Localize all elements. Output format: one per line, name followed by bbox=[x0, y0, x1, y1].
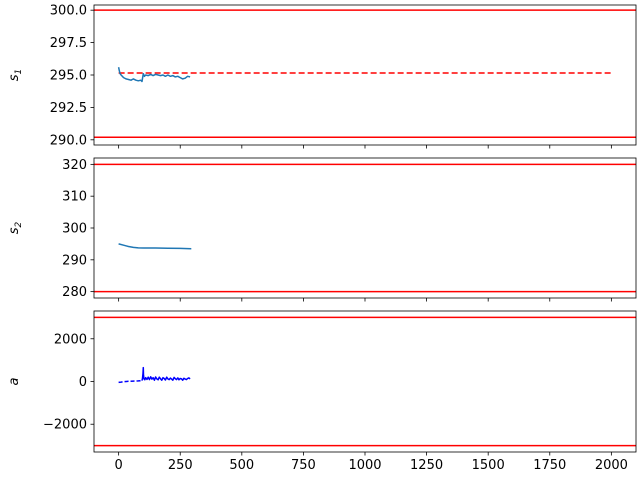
x-tick-label: 1250 bbox=[410, 458, 443, 473]
x-tick-label: 2000 bbox=[595, 458, 628, 473]
axes-frame bbox=[93, 157, 637, 299]
x-tick-label: 0 bbox=[114, 458, 122, 473]
x-tick-label: 1000 bbox=[348, 458, 381, 473]
x-tick-label: 1750 bbox=[533, 458, 566, 473]
y-axis-label: s1 bbox=[7, 69, 24, 82]
panel-s1: 290.0 292.5 295.0 297.5 300.0 s1 bbox=[7, 4, 637, 149]
x-tick-label: 750 bbox=[291, 458, 316, 473]
panel-a: −2000 0 2000 0 250 500 750 1000 1250 1500 1750 2000… bbox=[7, 310, 637, 473]
y-axis-label: s2 bbox=[7, 221, 24, 234]
y-tick-label: 280 bbox=[62, 285, 87, 300]
y-axis-label: a bbox=[7, 377, 22, 385]
y-tick-label: 300.0 bbox=[50, 4, 87, 19]
x-tick-label: 500 bbox=[229, 458, 254, 473]
y-tick-label: −2000 bbox=[43, 418, 87, 433]
plot-area bbox=[94, 9, 636, 138]
y-tick-label: 310 bbox=[62, 190, 87, 205]
axes-frame bbox=[93, 4, 637, 146]
series-line-0 bbox=[117, 67, 191, 83]
y-tick-label: 320 bbox=[62, 158, 87, 173]
x-tick-label: 1500 bbox=[472, 458, 505, 473]
y-tick-label: 2000 bbox=[54, 332, 87, 347]
y-tick-label: 290.0 bbox=[50, 133, 87, 148]
y-tick-label: 300 bbox=[62, 222, 87, 237]
series-line-0 bbox=[118, 379, 143, 384]
axes-frame bbox=[93, 310, 637, 453]
y-tick-label: 297.5 bbox=[50, 36, 87, 51]
y-axis-label-subscript: 1 bbox=[14, 69, 24, 75]
y-tick-label: 295.0 bbox=[50, 69, 87, 84]
panel-s2: 280 290 300 310 320 s2 bbox=[7, 157, 637, 302]
plot-area bbox=[94, 316, 636, 447]
y-tick-label: 0 bbox=[79, 375, 87, 390]
y-axis-label-subscript: 2 bbox=[14, 221, 24, 227]
series-line-1 bbox=[141, 366, 191, 381]
y-tick-label: 292.5 bbox=[50, 101, 87, 116]
plot-area bbox=[94, 163, 636, 293]
series-line-0 bbox=[118, 243, 192, 250]
x-tick-label: 250 bbox=[168, 458, 193, 473]
y-tick-label: 290 bbox=[62, 253, 87, 268]
